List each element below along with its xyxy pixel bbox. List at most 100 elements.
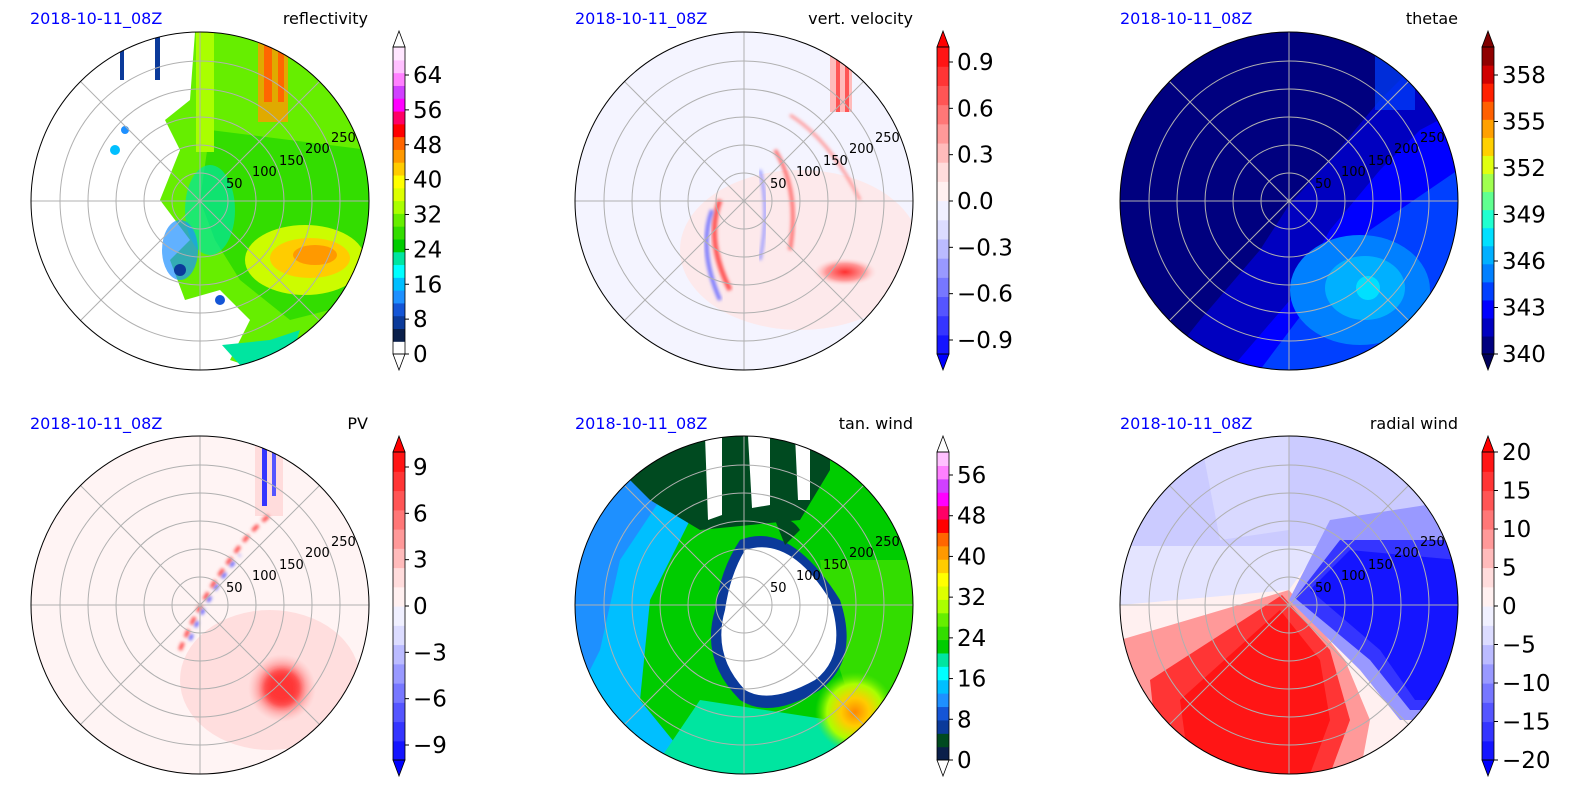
colorbar-frame [392,46,406,355]
colorbar-tan-wind: 0 8 16 24 32 40 48 56 [936,434,986,778]
radial-tick-200: 200 [305,142,330,157]
radial-tick-150: 150 [1368,558,1393,573]
radial-tick-labels: 50 100 150 200 250 [226,131,356,192]
radial-tick-250: 250 [331,535,356,550]
colorbar-tick-label: 343 [1502,296,1546,322]
colorbar-tick-label: 24 [957,626,986,652]
radial-tick-100: 100 [1341,165,1366,180]
colorbar-tick-label: 8 [957,707,972,733]
colorbar-segment [1482,209,1494,229]
radial-tick-250: 250 [1420,131,1445,146]
colorbar-segment [1482,101,1494,120]
colorbar-tick-label: −20 [1502,748,1551,774]
colorbar-tick-label: −15 [1502,710,1551,736]
colorbar-segment [393,226,405,240]
colorbar-segment [937,465,949,480]
colorbar-thetae: 340 343 346 349 352 355 358 [1481,29,1546,372]
colorbar-tick-label: 48 [957,504,986,530]
radial-tick-250: 250 [331,131,356,146]
colorbar-tick-label: 0.0 [957,189,994,215]
colorbar-segment [937,612,949,627]
colorbar-tick-label: 0 [413,594,428,620]
radial-tick-labels: 50 100 150 200 250 [770,131,900,192]
polar-frame [30,31,370,371]
colorbar-segment [393,47,405,61]
colorbar-segment [937,478,949,493]
colorbar-segment [1482,586,1494,607]
colorbar-tick-label: 24 [413,237,442,263]
colorbar-segment [1482,740,1494,761]
colorbar-segment [937,258,949,278]
panel-radial-wind: 2018-10-11_08Z radial wind 50 100 150 [1119,414,1551,778]
colorbar-segment [393,238,405,253]
colorbar-segment [393,72,405,86]
radial-tick-100: 100 [252,569,277,584]
colorbar-segment [393,290,405,304]
colorbar-segment [937,719,949,734]
colorbar-segment [1482,509,1494,530]
polar-grid [575,436,913,774]
colorbar-segment [937,559,949,574]
radial-tick-150: 150 [823,154,848,169]
colorbar-segment [1482,47,1494,66]
colorbar-tick-label: 0 [957,748,972,774]
colorbar-tick-label: 56 [413,98,442,124]
colorbar-segment [937,85,949,106]
colorbar-segment [1482,119,1494,138]
colorbar-tick-label: −0.3 [957,235,1013,261]
colorbar-extend-low [1481,759,1495,778]
colorbar-tick-label: 346 [1502,249,1546,275]
colorbar-extend-high [936,29,950,48]
colorbar-segment [937,733,949,748]
colorbar-segment [393,606,405,626]
colorbar-tick-label: 15 [1502,479,1531,505]
colorbar-segment [393,264,405,278]
colorbar-segment [1482,173,1494,193]
colorbar-tick-label: 352 [1502,156,1546,182]
panel-date: 2018-10-11_08Z [30,9,162,29]
radial-tick-150: 150 [279,558,304,573]
colorbar-segment [1482,263,1494,283]
colorbar-segment [1482,83,1494,102]
colorbar-segment [393,644,405,665]
radial-tick-200: 200 [849,546,874,561]
colorbar-segment [393,509,405,530]
colorbar-tick-label: 358 [1502,63,1546,89]
polar-frame [574,435,914,775]
radial-tick-150: 150 [823,558,848,573]
colorbar-segment [393,721,405,742]
colorbar-segment [937,599,949,614]
radial-tick-labels: 50 100 150 200 250 [1315,131,1445,192]
radial-tick-50: 50 [1315,581,1332,596]
colorbar-extend-high [936,434,950,453]
radial-tick-250: 250 [875,535,900,550]
colorbar-segment [1482,191,1494,211]
colorbar-segment [393,162,405,176]
colorbar-segment [937,545,949,560]
colorbar-segment [937,334,949,355]
colorbar-segment [1482,335,1494,355]
colorbar-radial-wind: −20 −15 −10 −5 0 5 10 15 20 [1481,434,1551,778]
polar-grid [1120,32,1458,370]
colorbar-segment [393,136,405,150]
colorbar-tick-label: 0 [413,342,428,368]
colorbar-tick-label: 64 [413,63,442,89]
colorbar-segment [937,296,949,317]
colorbar-tick-label: 8 [413,307,428,333]
colorbar-segment [937,315,949,336]
colorbar-segment [393,341,405,355]
colorbar-segment [1482,606,1494,626]
colorbar-segment [393,213,405,227]
panel-date: 2018-10-11_08Z [1120,9,1252,29]
radial-tick-50: 50 [226,581,243,596]
radial-tick-200: 200 [1394,142,1419,157]
panel-title: vert. velocity [808,9,913,28]
colorbar-segment [937,666,949,681]
colorbar-segment [1482,155,1494,175]
colorbar-extend-low [392,353,406,372]
colorbar-tick-label: 16 [957,667,986,693]
colorbar-segment [937,693,949,708]
colorbar-extend-high [1481,434,1495,453]
colorbar-segment [937,47,949,67]
